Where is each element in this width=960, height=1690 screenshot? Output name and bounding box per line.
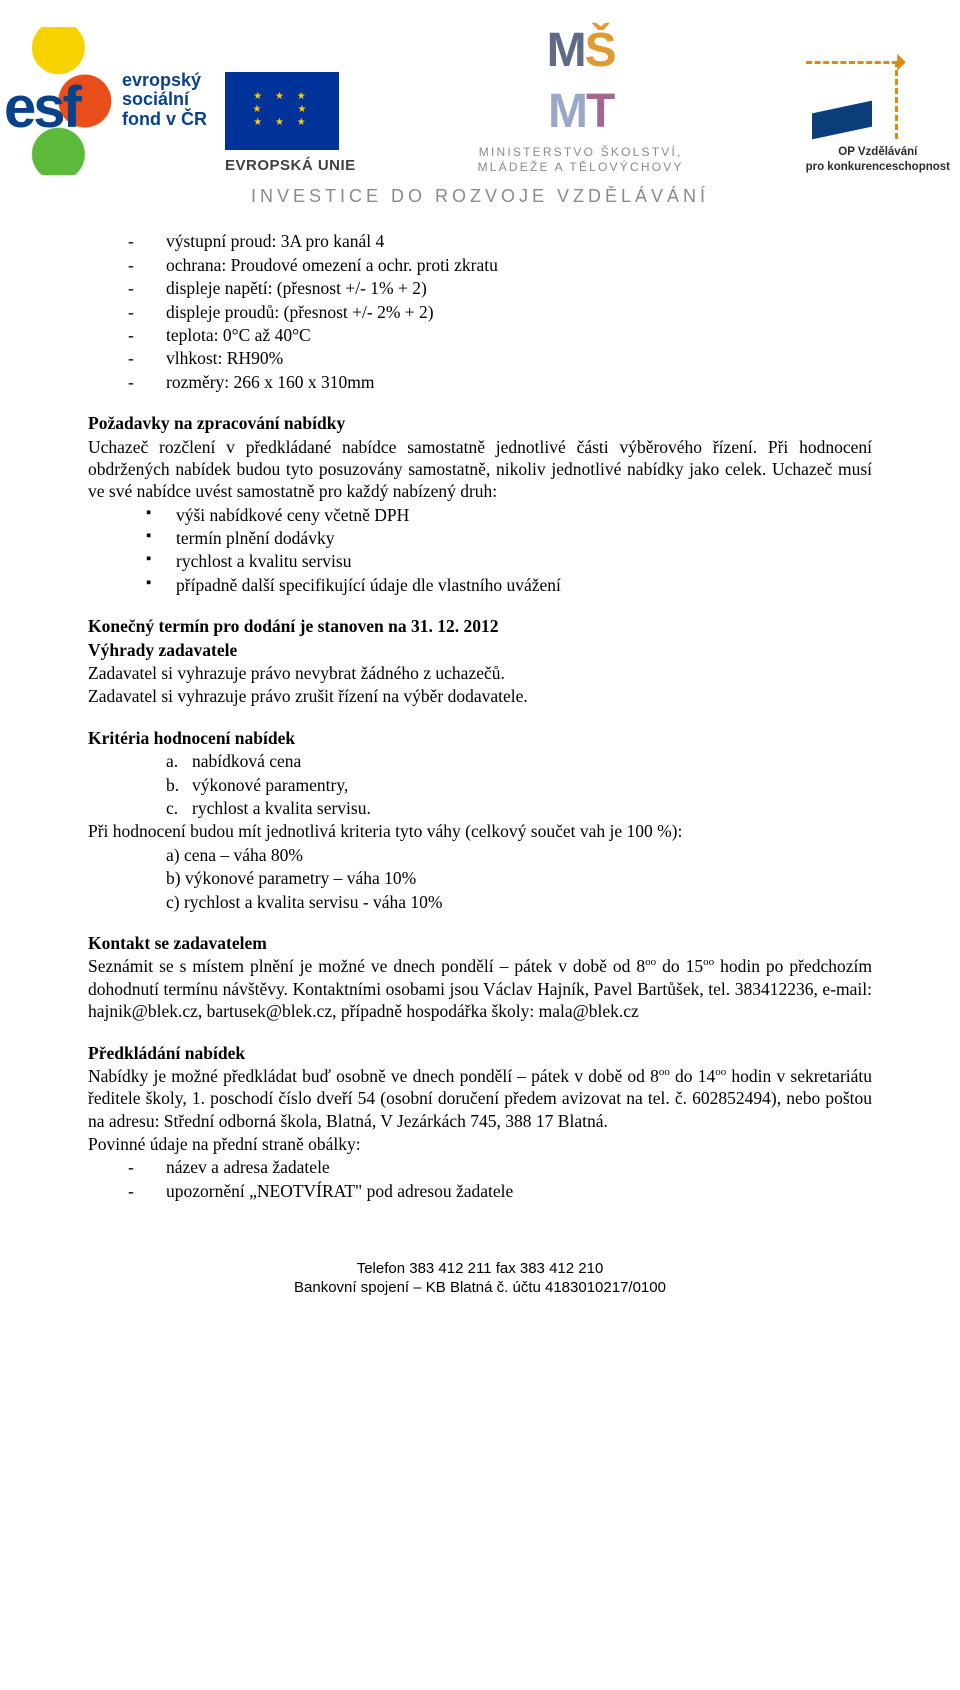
header-logos: evropský sociální fond v ČR ★ ★ ★★ ★★ ★ …	[0, 0, 960, 177]
opvk-logo: OP Vzdělávání pro konkurenceschopnost	[806, 61, 950, 174]
krit-weight: a) cena – váha 80%	[166, 843, 872, 866]
krit-weight: b) výkonové parametry – váha 10%	[166, 867, 872, 890]
invest-tagline: INVESTICE DO ROZVOJE VZDĚLÁVÁNÍ	[0, 177, 960, 230]
krit-item: nabídková cena	[192, 750, 301, 772]
spec-list: -výstupní proud: 3A pro kanál 4 -ochrana…	[88, 230, 872, 394]
predkladani-title: Předkládání nabídek	[88, 1041, 872, 1064]
predkladani-paragraph: Nabídky je možné předkládat buď osobně v…	[88, 1064, 872, 1132]
requirements-paragraph: Uchazeč rozčlení v předkládané nabídce s…	[88, 435, 872, 503]
predkladani-subhead: Povinné údaje na přední straně obálky:	[88, 1133, 872, 1156]
spec-item: výstupní proud: 3A pro kanál 4	[166, 230, 384, 252]
req-bullet: výši nabídkové ceny včetně DPH	[176, 504, 409, 526]
esf-line: sociální	[122, 90, 207, 109]
msmt-logo: MŠMT MINISTERSTVO ŠKOLSTVÍ, MLÁDEŽE A TĚ…	[374, 20, 788, 175]
spec-item: ochrana: Proudové omezení a ochr. proti …	[166, 254, 498, 276]
spec-item: displeje napětí: (přesnost +/- 1% + 2)	[166, 277, 427, 299]
deadline-line: Konečný termín pro dodání je stanoven na…	[88, 615, 872, 638]
vyhrady-line: Zadavatel si vyhrazuje právo nevybrat žá…	[88, 662, 872, 685]
kontakt-paragraph: Seznámit se s místem plnění je možné ve …	[88, 955, 872, 1023]
page-footer: Telefon 383 412 211 fax 383 412 210 Bank…	[88, 1203, 872, 1297]
vyhrady-title: Výhrady zadavatele	[88, 638, 872, 661]
spec-item: teplota: 0°C až 40°C	[166, 324, 311, 346]
esf-line: evropský	[122, 71, 207, 90]
kriteria-weights: a) cena – váha 80% b) výkonové parametry…	[88, 843, 872, 913]
envelope-item: název a adresa žadatele	[166, 1156, 330, 1178]
esf-line: fond v ČR	[122, 110, 207, 129]
footer-line: Bankovní spojení – KB Blatná č. účtu 418…	[88, 1278, 872, 1297]
kontakt-title: Kontakt se zadavatelem	[88, 931, 872, 954]
spec-item: vlhkost: RH90%	[166, 347, 283, 369]
kriteria-title: Kritéria hodnocení nabídek	[88, 726, 872, 749]
krit-weight: c) rychlost a kvalita servisu - váha 10%	[166, 890, 872, 913]
kriteria-intro: Při hodnocení budou mít jednotlivá krite…	[88, 820, 872, 843]
krit-item: rychlost a kvalita servisu.	[192, 797, 371, 819]
esf-logo: evropský sociální fond v ČR	[10, 27, 207, 175]
kriteria-abc: a.nabídková cena b.výkonové paramentry, …	[88, 750, 872, 820]
req-bullet: rychlost a kvalitu servisu	[176, 550, 351, 572]
req-bullet: případně další specifikující údaje dle v…	[176, 574, 561, 596]
envelope-item: upozornění „NEOTVÍRAT" pod adresou žadat…	[166, 1180, 513, 1202]
envelope-list: -název a adresa žadatele -upozornění „NE…	[88, 1156, 872, 1203]
spec-item: rozměry: 266 x 160 x 310mm	[166, 371, 375, 393]
eu-logo: ★ ★ ★★ ★★ ★ ★ EVROPSKÁ UNIE	[225, 72, 356, 175]
krit-item: výkonové paramentry,	[192, 774, 348, 796]
requirements-bullets: ▪výši nabídkové ceny včetně DPH ▪termín …	[88, 503, 872, 597]
vyhrady-line: Zadavatel si vyhrazuje právo zrušit říze…	[88, 685, 872, 708]
requirements-title: Požadavky na zpracování nabídky	[88, 412, 872, 435]
spec-item: displeje proudů: (přesnost +/- 2% + 2)	[166, 301, 434, 323]
req-bullet: termín plnění dodávky	[176, 527, 334, 549]
footer-line: Telefon 383 412 211 fax 383 412 210	[88, 1259, 872, 1278]
